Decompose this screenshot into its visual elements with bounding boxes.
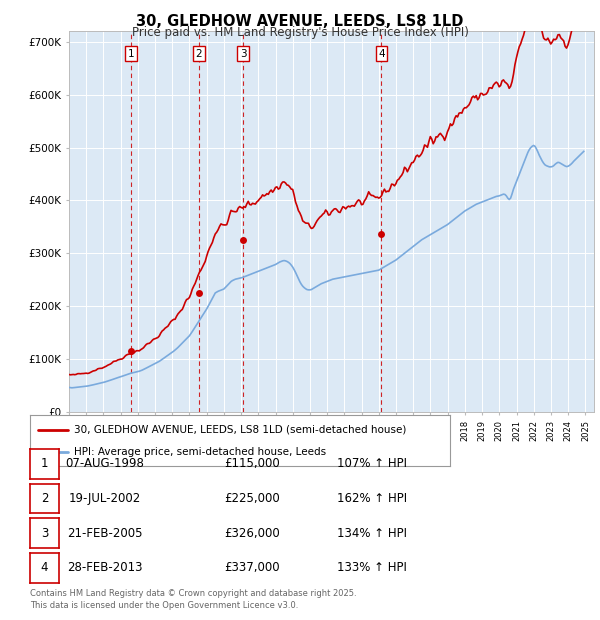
Text: 3: 3 — [41, 527, 48, 539]
Text: Contains HM Land Registry data © Crown copyright and database right 2025.
This d: Contains HM Land Registry data © Crown c… — [30, 589, 356, 610]
Text: 2: 2 — [196, 49, 202, 59]
Text: £115,000: £115,000 — [224, 458, 280, 470]
Text: £337,000: £337,000 — [224, 562, 280, 574]
Text: 107% ↑ HPI: 107% ↑ HPI — [337, 458, 407, 470]
Text: 133% ↑ HPI: 133% ↑ HPI — [337, 562, 407, 574]
Text: 1: 1 — [41, 458, 48, 470]
Text: 19-JUL-2002: 19-JUL-2002 — [69, 492, 141, 505]
Text: 2: 2 — [41, 492, 48, 505]
Text: 07-AUG-1998: 07-AUG-1998 — [65, 458, 145, 470]
Text: 4: 4 — [41, 562, 48, 574]
Text: HPI: Average price, semi-detached house, Leeds: HPI: Average price, semi-detached house,… — [74, 447, 326, 457]
Text: 28-FEB-2013: 28-FEB-2013 — [67, 562, 143, 574]
Text: £326,000: £326,000 — [224, 527, 280, 539]
Text: 21-FEB-2005: 21-FEB-2005 — [67, 527, 143, 539]
Text: 162% ↑ HPI: 162% ↑ HPI — [337, 492, 407, 505]
Text: 30, GLEDHOW AVENUE, LEEDS, LS8 1LD (semi-detached house): 30, GLEDHOW AVENUE, LEEDS, LS8 1LD (semi… — [74, 425, 406, 435]
Text: Price paid vs. HM Land Registry's House Price Index (HPI): Price paid vs. HM Land Registry's House … — [131, 26, 469, 39]
Text: 4: 4 — [378, 49, 385, 59]
Text: 3: 3 — [240, 49, 247, 59]
Text: 134% ↑ HPI: 134% ↑ HPI — [337, 527, 407, 539]
Text: 1: 1 — [128, 49, 134, 59]
Text: 30, GLEDHOW AVENUE, LEEDS, LS8 1LD: 30, GLEDHOW AVENUE, LEEDS, LS8 1LD — [136, 14, 464, 29]
Text: £225,000: £225,000 — [224, 492, 280, 505]
